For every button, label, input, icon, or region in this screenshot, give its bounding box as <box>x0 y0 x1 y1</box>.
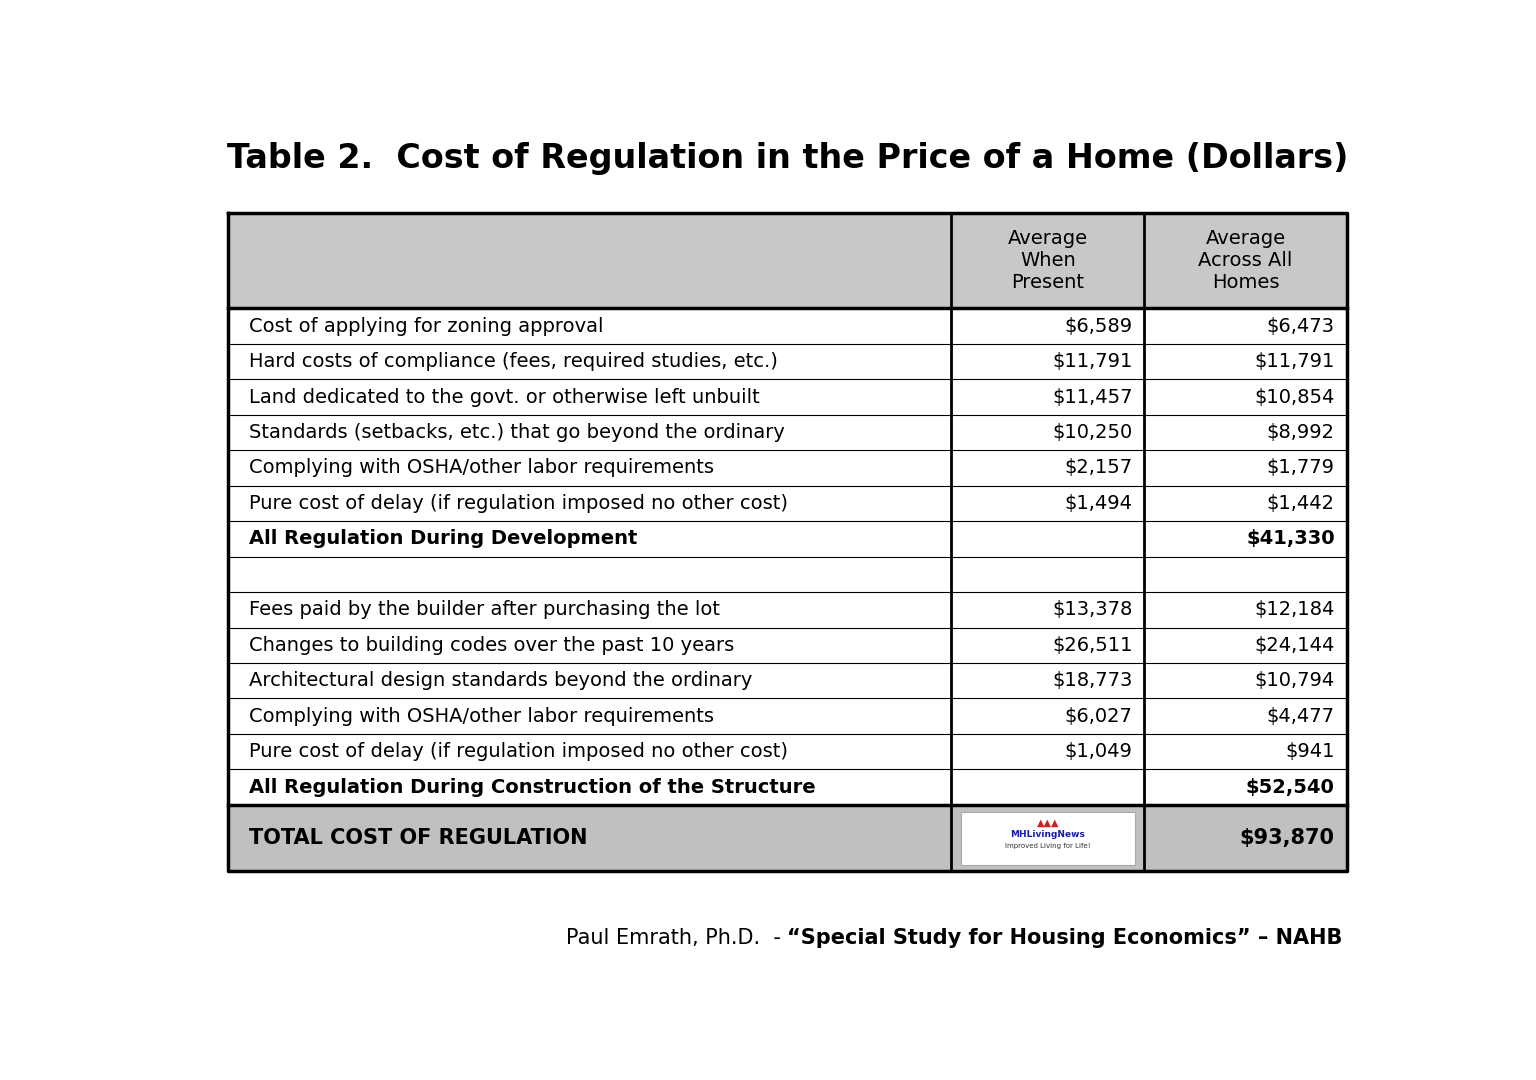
Text: $41,330: $41,330 <box>1246 529 1335 549</box>
Text: Improved Living for Life!: Improved Living for Life! <box>1005 843 1091 850</box>
Text: $11,457: $11,457 <box>1052 388 1132 406</box>
Text: $10,794: $10,794 <box>1255 672 1335 690</box>
Text: Land dedicated to the govt. or otherwise left unbuilt: Land dedicated to the govt. or otherwise… <box>249 388 760 406</box>
Bar <box>227 592 1347 627</box>
Bar <box>227 769 1347 805</box>
Text: $2,157: $2,157 <box>1064 459 1132 477</box>
Text: $24,144: $24,144 <box>1255 636 1335 654</box>
Bar <box>227 343 1347 379</box>
Text: ▲▲▲: ▲▲▲ <box>1037 819 1060 828</box>
Text: All Regulation During Construction of the Structure: All Regulation During Construction of th… <box>249 778 816 797</box>
Text: MHLivingNews: MHLivingNews <box>1011 831 1086 839</box>
Text: “Special Study for Housing Economics” – NAHB: “Special Study for Housing Economics” – … <box>786 928 1342 948</box>
Text: Hard costs of compliance (fees, required studies, etc.): Hard costs of compliance (fees, required… <box>249 352 779 372</box>
Text: $12,184: $12,184 <box>1255 600 1335 619</box>
Bar <box>227 663 1347 699</box>
Text: All Regulation During Development: All Regulation During Development <box>249 529 637 549</box>
Text: $1,049: $1,049 <box>1064 742 1132 761</box>
Text: $52,540: $52,540 <box>1246 778 1335 797</box>
Text: $10,250: $10,250 <box>1052 423 1132 442</box>
Text: $18,773: $18,773 <box>1052 672 1132 690</box>
Text: Fees paid by the builder after purchasing the lot: Fees paid by the builder after purchasin… <box>249 600 720 619</box>
Bar <box>227 213 1347 309</box>
Bar <box>227 627 1347 663</box>
Bar <box>227 379 1347 415</box>
Text: $10,854: $10,854 <box>1255 388 1335 406</box>
Bar <box>962 811 1135 865</box>
Text: Average
Across All
Homes: Average Across All Homes <box>1198 229 1293 292</box>
Text: TOTAL COST OF REGULATION: TOTAL COST OF REGULATION <box>249 828 588 848</box>
Bar <box>227 309 1347 343</box>
Bar <box>227 699 1347 734</box>
Bar <box>227 556 1347 592</box>
Text: $1,494: $1,494 <box>1064 494 1132 513</box>
Text: Changes to building codes over the past 10 years: Changes to building codes over the past … <box>249 636 734 654</box>
Text: Cost of applying for zoning approval: Cost of applying for zoning approval <box>249 316 604 336</box>
Text: Pure cost of delay (if regulation imposed no other cost): Pure cost of delay (if regulation impose… <box>249 742 788 761</box>
Text: $8,992: $8,992 <box>1267 423 1335 442</box>
Bar <box>227 415 1347 450</box>
Text: $1,442: $1,442 <box>1267 494 1335 513</box>
Text: $6,589: $6,589 <box>1064 316 1132 336</box>
Text: Standards (setbacks, etc.) that go beyond the ordinary: Standards (setbacks, etc.) that go beyon… <box>249 423 785 442</box>
Text: Paul Emrath, Ph.D.  -: Paul Emrath, Ph.D. - <box>565 928 786 948</box>
Text: Complying with OSHA/other labor requirements: Complying with OSHA/other labor requirem… <box>249 706 714 726</box>
Bar <box>227 734 1347 769</box>
Text: $6,473: $6,473 <box>1267 316 1335 336</box>
Bar <box>227 486 1347 522</box>
Bar <box>227 805 1347 872</box>
Text: $1,779: $1,779 <box>1267 459 1335 477</box>
Text: $93,870: $93,870 <box>1240 828 1335 848</box>
Text: $13,378: $13,378 <box>1052 600 1132 619</box>
Text: Complying with OSHA/other labor requirements: Complying with OSHA/other labor requirem… <box>249 459 714 477</box>
Text: Table 2.  Cost of Regulation in the Price of a Home (Dollars): Table 2. Cost of Regulation in the Price… <box>226 143 1349 175</box>
Bar <box>227 522 1347 556</box>
Text: Average
When
Present: Average When Present <box>1008 229 1087 292</box>
Text: Pure cost of delay (if regulation imposed no other cost): Pure cost of delay (if regulation impose… <box>249 494 788 513</box>
Bar <box>227 450 1347 486</box>
Text: $6,027: $6,027 <box>1064 706 1132 726</box>
Text: $4,477: $4,477 <box>1267 706 1335 726</box>
Text: $941: $941 <box>1286 742 1335 761</box>
Text: $26,511: $26,511 <box>1052 636 1132 654</box>
Text: $11,791: $11,791 <box>1052 352 1132 372</box>
Text: Architectural design standards beyond the ordinary: Architectural design standards beyond th… <box>249 672 753 690</box>
Text: $11,791: $11,791 <box>1255 352 1335 372</box>
